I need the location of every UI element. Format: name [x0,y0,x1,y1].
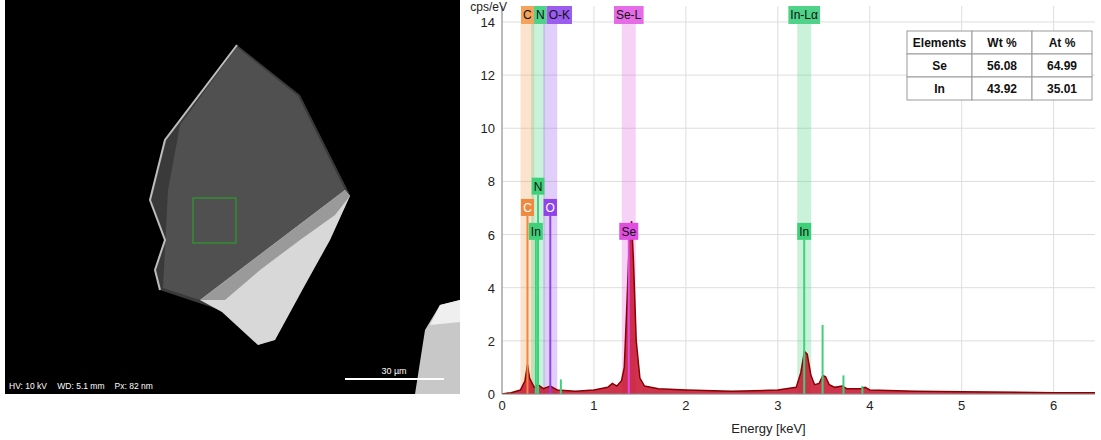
x-tick-label: 5 [958,398,965,413]
table-value: 56.08 [987,59,1017,73]
table-cell [1032,77,1092,100]
table-cell [972,31,1032,54]
spectrum-fill [502,221,1095,394]
element-label-box [619,223,638,240]
element-label-box [544,199,557,216]
table-cell [1032,54,1092,77]
element-label: In [799,225,809,239]
crystal-rim [150,45,237,290]
y-axis [502,6,503,394]
table-value: In [934,82,945,96]
table-cell [972,54,1032,77]
x-tick-label: 1 [590,398,597,413]
table-value: 35.01 [1047,82,1077,96]
band-label-box [788,6,820,24]
band-label: C [523,8,532,22]
minor-line [560,379,562,394]
element-band [543,24,557,394]
element-line [526,216,528,394]
grid-line-x [593,6,594,394]
grid-line-x [685,6,686,394]
y-tick-label: 2 [488,334,495,349]
grid-line-x [777,6,778,394]
plot-area [502,24,1095,394]
sem-info: HV: 10 kV [9,381,47,391]
page: HV: 10 kVWD: 5.1 mmPx: 82 nm30 µmCNO-KSe… [0,0,1101,440]
table-cell [1032,31,1092,54]
band-label-box [547,6,572,24]
x-tick-label: 6 [1050,398,1057,413]
element-label: N [534,180,543,194]
x-axis-title: Energy [keV] [731,421,805,436]
element-labels: NCO In Se In [521,178,811,240]
x-tick-label: 2 [682,398,689,413]
minor-line [842,375,844,394]
table-cell [907,54,972,77]
y-tick-label: 6 [488,228,495,243]
element-line [535,240,537,394]
element-line [803,240,805,394]
scale-bar [345,378,444,380]
table-value: 64.99 [1047,59,1077,73]
composition-table: Elements Wt % At % Se 56.08 64.99 In 43.92 35.01 [907,31,1092,100]
y-tick-label: 10 [481,121,495,136]
band-label: In-Lα [790,8,818,22]
table-value: Se [932,59,947,73]
crystal-bright-face [200,190,350,345]
scale-bar-label: 30 µm [381,366,406,376]
minor-line [861,386,863,394]
table-cell [907,77,972,100]
y-tick-label: 14 [481,15,495,30]
x-tick-label: 0 [498,398,505,413]
x-axis [502,394,1095,395]
grid-line-x [502,6,503,394]
element-label-box [529,223,543,240]
table-header: Elements [913,36,967,50]
minor-line [822,325,824,394]
sem-image: HV: 10 kV WD: 5.1 mm Px: 82 nm 30 µm [5,0,460,394]
sem-info: WD: 5.1 mm [57,381,104,391]
table-header: Wt % [987,36,1017,50]
crystal-body [150,45,350,345]
y-tick-label: 8 [488,174,495,189]
sem-info: Px: 82 nm [115,381,153,391]
eds-area-box [193,198,236,243]
element-label: C [523,201,532,215]
band-label: Se-L [616,8,642,22]
table-cell [907,31,972,54]
element-label-box [797,223,811,240]
table-value: 43.92 [987,82,1017,96]
element-line [549,216,551,394]
table-header: At % [1049,36,1076,50]
y-tick-label: 12 [481,68,495,83]
band-label: N [536,8,545,22]
element-band [797,24,811,394]
band-label-box [521,6,534,24]
spectrum-chart: CNO-KSe-LIn-LαNCOInSeIn02468101214012345… [470,0,1095,436]
element-label: Se [621,225,636,239]
y-axis-title: cps/eV [470,0,507,14]
element-label: O [546,201,555,215]
element-label-box [532,178,545,195]
crystal-edge [200,190,350,300]
y-tick-label: 0 [488,387,495,402]
band-label-box [614,6,644,24]
element-label-box [521,199,534,216]
grid-line-y [502,394,1095,395]
x-tick-label: 4 [866,398,873,413]
neighbour-crystal-top [430,300,460,325]
element-line [628,240,630,394]
table-cell [972,77,1032,100]
band-label: O-K [549,8,570,22]
sem-background [5,0,460,394]
y-tick-label: 4 [488,281,495,296]
spectrum-line [502,221,1095,394]
element-label: In [531,225,541,239]
x-tick-label: 3 [774,398,781,413]
band-label-box [534,6,547,24]
band-labels: CN O-K Se-L In-Lα [521,6,820,24]
grid-line-x [869,6,870,394]
